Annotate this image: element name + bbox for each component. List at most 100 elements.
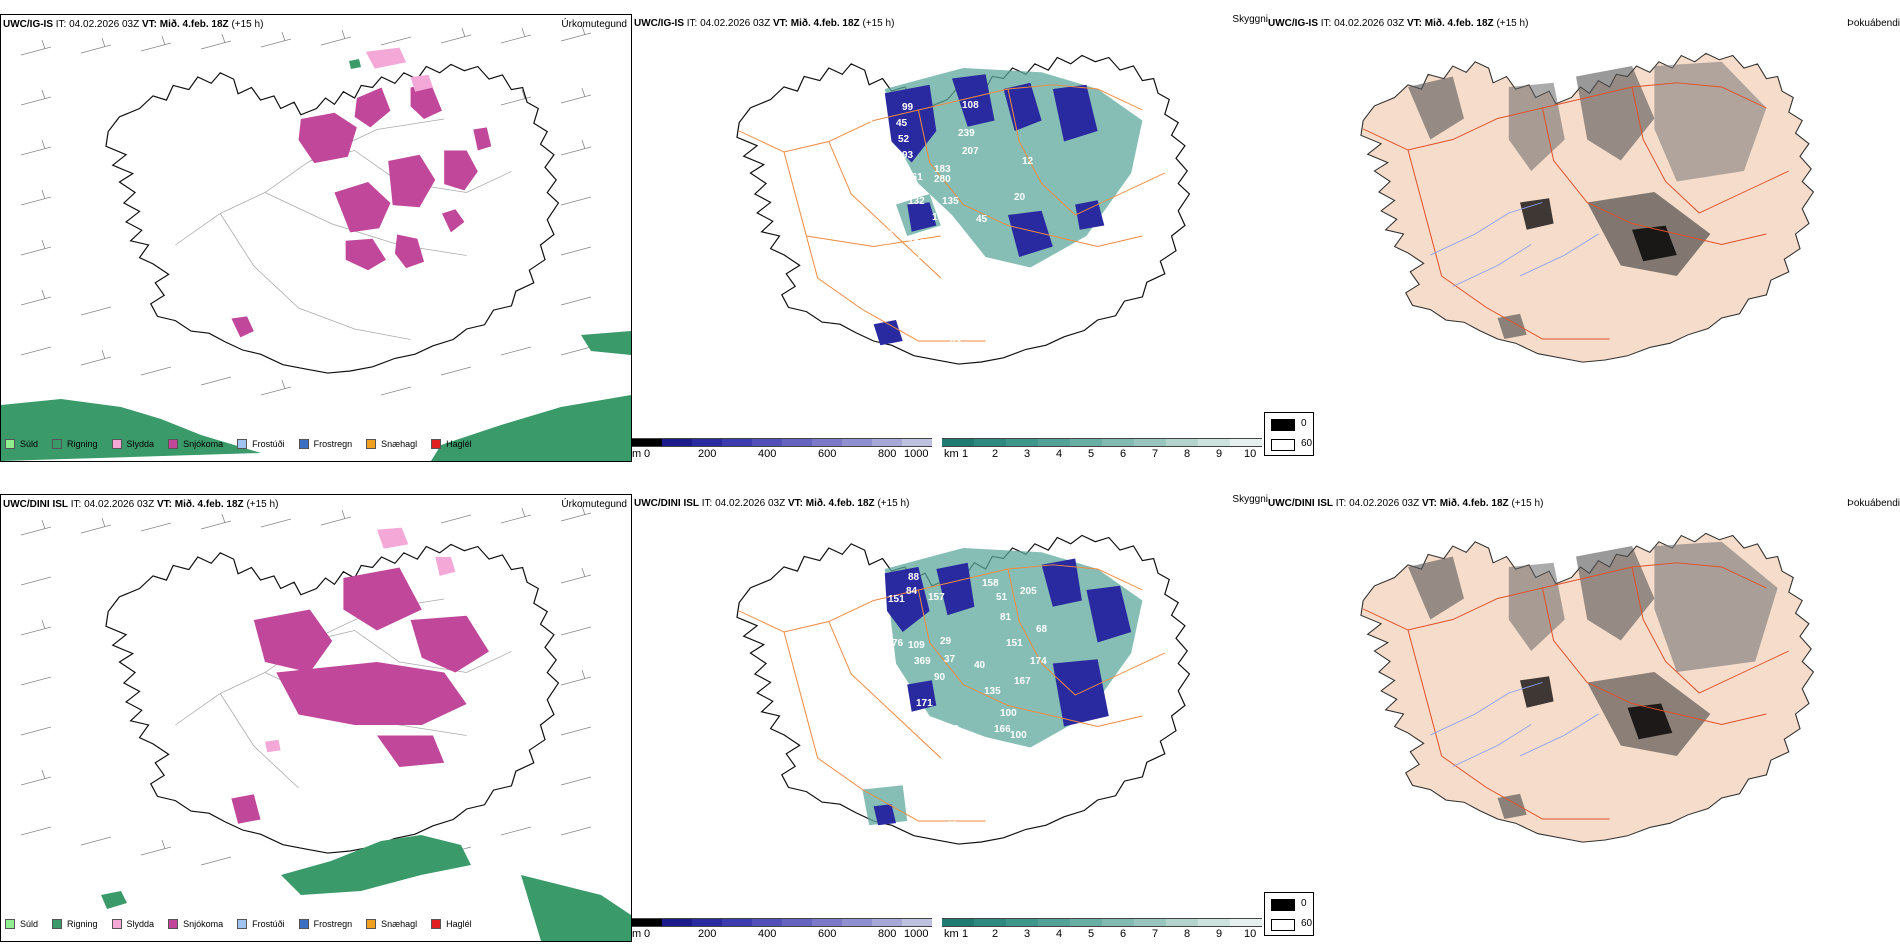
precip-panel-row1: UWC/IG-IS IT: 04.02.2026 03Z VT: Mið. 4.… bbox=[0, 14, 632, 462]
legend-item: Slydda bbox=[111, 439, 154, 449]
value-label: 108 bbox=[962, 100, 979, 111]
legend-item: Frostregn bbox=[298, 439, 353, 449]
cbar-cell bbox=[872, 438, 902, 447]
value-label: 60 bbox=[858, 642, 870, 653]
value-label: 104 bbox=[994, 262, 1011, 273]
rain-areas bbox=[101, 835, 631, 941]
swatch bbox=[111, 919, 122, 929]
swatch bbox=[168, 919, 179, 929]
legend-swatch-black bbox=[1271, 419, 1295, 431]
legend-label: Snjókoma bbox=[183, 439, 224, 449]
swatch bbox=[52, 919, 63, 929]
wind-barbs bbox=[20, 505, 592, 876]
road-lines bbox=[738, 84, 1166, 342]
swatch bbox=[366, 919, 377, 929]
lead-time: (+15 h) bbox=[877, 498, 910, 509]
swatch bbox=[111, 439, 122, 449]
visibility-panel-row1: 99 108 239 207 84 45 52 74 93 79 127 161… bbox=[632, 14, 1314, 462]
road-lines bbox=[175, 118, 512, 340]
swatch bbox=[298, 439, 309, 449]
vt-label: VT: bbox=[1421, 498, 1437, 509]
visibility-title: Skyggni bbox=[1232, 14, 1268, 25]
value-label: 68 bbox=[1036, 624, 1048, 635]
vt-value: Mið. 4.feb. 18Z bbox=[1439, 498, 1509, 509]
value-label: 29 bbox=[940, 636, 952, 647]
legend-label: 60 bbox=[1301, 438, 1313, 449]
swatch bbox=[237, 919, 248, 929]
value-label: 74 bbox=[858, 156, 870, 167]
vt-label: VT: bbox=[787, 498, 803, 509]
value-label: 64 bbox=[846, 712, 858, 723]
value-label: 102 bbox=[916, 250, 933, 261]
dark-areas bbox=[873, 74, 1105, 346]
visibility-map-row1: 99 108 239 207 84 45 52 74 93 79 127 161… bbox=[736, 54, 1191, 393]
value-label: 157 bbox=[928, 592, 945, 603]
value-label: 207 bbox=[962, 146, 979, 157]
value-label: 84 bbox=[906, 586, 918, 597]
snow-areas bbox=[231, 567, 489, 824]
legend-label: Súld bbox=[20, 919, 39, 929]
value-label: 64 bbox=[844, 872, 856, 883]
legend-label: 0 bbox=[1301, 898, 1307, 909]
precip-legend: Súld Rigning Slydda Snjókoma Frostúði Fr… bbox=[5, 919, 486, 929]
cbar-cell bbox=[722, 918, 752, 927]
tick-label: 600 bbox=[818, 448, 837, 460]
tick-label: 10 bbox=[1244, 928, 1257, 940]
cloud-header-row2: UWC/DINI ISL IT: 04.02.2026 03Z VT: Mið.… bbox=[1268, 498, 1543, 509]
visibility-colorbar bbox=[942, 918, 1262, 927]
value-label: 105 bbox=[914, 268, 931, 279]
height-unit: m bbox=[632, 448, 642, 460]
vt-label: VT: bbox=[156, 499, 172, 510]
tick-label: 200 bbox=[698, 448, 717, 460]
cbar-cell bbox=[1102, 918, 1134, 927]
visibility-title: Skyggni bbox=[1232, 494, 1268, 505]
fog-shading bbox=[1408, 61, 1767, 339]
value-label: 90 bbox=[934, 672, 946, 683]
cbar-cell bbox=[632, 438, 662, 447]
value-label: 93 bbox=[902, 150, 914, 161]
height-unit: m bbox=[632, 928, 642, 940]
value-label: 10 bbox=[948, 724, 960, 735]
swatch bbox=[52, 439, 63, 449]
legend-label: Haglél bbox=[446, 439, 472, 449]
legend-item: Snæhagl bbox=[366, 919, 417, 929]
value-label: 171 bbox=[916, 698, 933, 709]
swatch bbox=[431, 439, 442, 449]
value-label: 63 bbox=[846, 626, 858, 637]
swatch bbox=[237, 439, 248, 449]
value-label: 45 bbox=[896, 118, 908, 129]
value-label: 84 bbox=[862, 114, 874, 125]
tick-label: 3 bbox=[1024, 448, 1031, 460]
value-label: 121 bbox=[908, 238, 925, 249]
model-name: UWC/DINI ISL bbox=[3, 499, 68, 510]
value-label: 20 bbox=[1014, 192, 1026, 203]
cbar-cell bbox=[1070, 438, 1102, 447]
swatch bbox=[298, 919, 309, 929]
value-label: 266 bbox=[888, 700, 905, 711]
tick-label: 800 bbox=[878, 928, 897, 940]
vt-value: Mið. 4.feb. 18Z bbox=[805, 498, 875, 509]
legend-swatch-black bbox=[1271, 899, 1295, 911]
it-value: 04.02.2026 03Z bbox=[69, 19, 140, 30]
legend-swatch-white bbox=[1271, 439, 1295, 451]
legend-label: 60 bbox=[1301, 918, 1313, 929]
value-label: 76 bbox=[892, 638, 904, 649]
legend-swatch-white bbox=[1271, 919, 1295, 931]
roads-red bbox=[1362, 562, 1790, 820]
it-label: IT: bbox=[686, 18, 698, 29]
legend-label: Súld bbox=[20, 439, 39, 449]
cbar-cell bbox=[902, 438, 932, 447]
legend-label: Frostúði bbox=[252, 919, 285, 929]
value-label: 256 bbox=[952, 252, 969, 263]
cbar-cell bbox=[902, 918, 932, 927]
value-label: 99 bbox=[902, 102, 914, 113]
visibility-unit: km bbox=[944, 448, 959, 460]
it-value: 04.02.2026 03Z bbox=[1334, 18, 1405, 29]
visibility-colorbar bbox=[942, 438, 1262, 447]
value-label: 100 bbox=[1010, 730, 1027, 741]
cbar-cell bbox=[974, 918, 1006, 927]
tick-label: 1 bbox=[962, 448, 969, 460]
value-label: 971 bbox=[968, 262, 985, 273]
value-label: 107 bbox=[962, 298, 979, 309]
legend-label: Frostregn bbox=[313, 439, 353, 449]
